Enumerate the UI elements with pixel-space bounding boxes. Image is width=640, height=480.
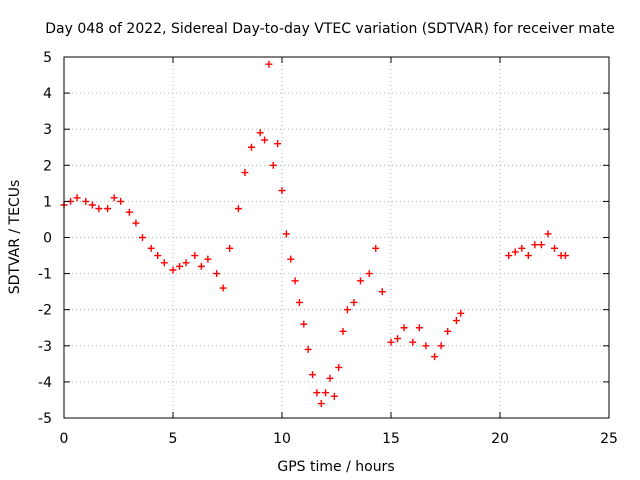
y-tick-label: 0 bbox=[43, 231, 52, 247]
data-point bbox=[415, 324, 423, 332]
x-tick-label: 5 bbox=[169, 431, 178, 447]
data-point bbox=[387, 338, 395, 346]
data-point bbox=[378, 288, 386, 296]
data-point bbox=[524, 252, 532, 260]
data-point bbox=[197, 262, 205, 270]
data-point bbox=[531, 241, 539, 249]
x-tick-label: 20 bbox=[491, 431, 509, 447]
data-point bbox=[191, 252, 199, 260]
data-point bbox=[82, 197, 90, 205]
data-point bbox=[313, 389, 321, 397]
data-point bbox=[256, 129, 264, 137]
data-point bbox=[326, 374, 334, 382]
data-point bbox=[350, 298, 358, 306]
series-markers bbox=[60, 60, 465, 408]
data-point bbox=[335, 363, 343, 371]
data-point bbox=[104, 205, 112, 213]
data-point bbox=[409, 338, 417, 346]
x-tick-label: 0 bbox=[60, 431, 69, 447]
data-point bbox=[343, 306, 351, 314]
data-point bbox=[204, 255, 212, 263]
y-axis-label: SDTVAR / TECUs bbox=[7, 180, 23, 295]
data-point bbox=[291, 277, 299, 285]
data-point bbox=[422, 342, 430, 350]
data-point bbox=[551, 244, 558, 252]
data-point bbox=[274, 140, 282, 148]
data-point bbox=[304, 345, 312, 353]
data-point bbox=[444, 327, 452, 335]
data-point bbox=[372, 244, 380, 252]
data-point bbox=[147, 244, 155, 252]
grid-lines bbox=[64, 57, 609, 418]
y-tick-label: -3 bbox=[38, 339, 52, 355]
data-point bbox=[330, 392, 338, 400]
data-point bbox=[365, 270, 373, 278]
data-point bbox=[138, 234, 146, 241]
data-point bbox=[339, 327, 347, 335]
data-point bbox=[169, 266, 177, 274]
data-point bbox=[73, 194, 81, 202]
data-point bbox=[431, 353, 439, 361]
data-point bbox=[261, 136, 269, 144]
data-point bbox=[452, 317, 460, 325]
y-tick-label: 3 bbox=[43, 122, 52, 138]
data-point bbox=[317, 400, 325, 408]
y-tick-label: 4 bbox=[43, 86, 52, 102]
chart-title: Day 048 of 2022, Sidereal Day-to-day VTE… bbox=[45, 21, 615, 37]
data-point bbox=[125, 208, 133, 216]
x-tick-label: 15 bbox=[382, 431, 400, 447]
data-point bbox=[160, 259, 168, 267]
data-point bbox=[544, 230, 552, 238]
data-point bbox=[213, 270, 221, 278]
data-point bbox=[117, 197, 125, 205]
y-tick-label: -5 bbox=[38, 411, 52, 427]
data-point bbox=[282, 230, 290, 238]
data-point bbox=[537, 241, 545, 249]
data-point bbox=[561, 252, 569, 260]
data-points bbox=[60, 60, 569, 408]
data-point bbox=[95, 205, 103, 213]
data-point bbox=[300, 320, 308, 328]
x-tick-label: 10 bbox=[273, 431, 291, 447]
data-point bbox=[247, 143, 255, 151]
data-point bbox=[287, 255, 295, 263]
data-point bbox=[269, 161, 277, 169]
data-point bbox=[176, 262, 184, 270]
data-point bbox=[278, 187, 286, 195]
data-point bbox=[437, 342, 445, 350]
data-point bbox=[265, 60, 273, 68]
y-tick-label: -2 bbox=[38, 303, 52, 319]
y-tick-label: 5 bbox=[43, 50, 52, 66]
data-point bbox=[182, 259, 190, 267]
data-point bbox=[400, 324, 408, 332]
series-markers bbox=[505, 230, 569, 260]
data-point bbox=[518, 244, 526, 252]
y-tick-label: -1 bbox=[38, 267, 52, 283]
data-point bbox=[309, 371, 317, 379]
data-point bbox=[511, 248, 519, 256]
y-tick-label: -4 bbox=[38, 375, 52, 391]
data-point bbox=[110, 194, 118, 202]
data-point bbox=[219, 284, 227, 292]
data-point bbox=[241, 169, 249, 177]
x-axis-label: GPS time / hours bbox=[277, 459, 394, 475]
data-point bbox=[322, 389, 330, 397]
data-point bbox=[505, 252, 513, 260]
data-point bbox=[132, 219, 140, 227]
data-point bbox=[356, 277, 364, 285]
data-point bbox=[154, 252, 162, 260]
data-point bbox=[226, 244, 234, 252]
y-tick-label: 1 bbox=[43, 194, 52, 210]
data-point bbox=[88, 201, 96, 209]
data-point bbox=[394, 335, 402, 343]
data-point bbox=[234, 205, 242, 213]
data-point bbox=[295, 298, 303, 306]
y-tick-label: 2 bbox=[43, 158, 52, 174]
x-tick-label: 25 bbox=[600, 431, 618, 447]
data-point bbox=[457, 309, 465, 317]
